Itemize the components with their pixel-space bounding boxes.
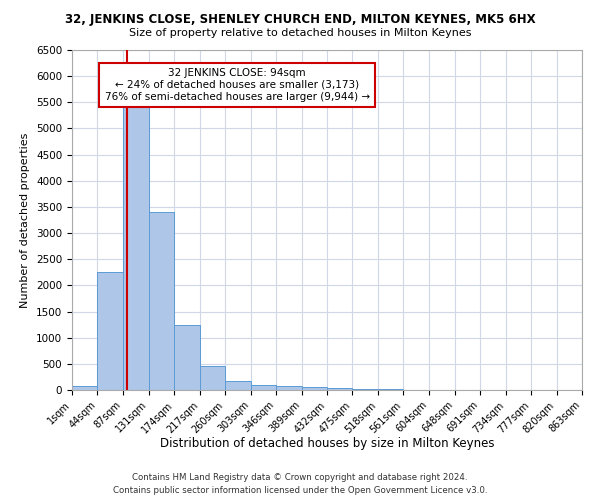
Bar — [175, 324, 200, 390]
Y-axis label: Number of detached properties: Number of detached properties — [20, 132, 31, 308]
Text: Distribution of detached houses by size in Milton Keynes: Distribution of detached houses by size … — [160, 438, 494, 450]
Text: Contains public sector information licensed under the Open Government Licence v3: Contains public sector information licen… — [113, 486, 487, 495]
Bar — [200, 366, 225, 390]
Bar — [72, 386, 97, 390]
Bar — [225, 380, 251, 390]
Bar — [352, 389, 378, 390]
Text: Contains HM Land Registry data © Crown copyright and database right 2024.: Contains HM Land Registry data © Crown c… — [132, 472, 468, 482]
Bar — [302, 388, 327, 390]
Bar — [149, 212, 175, 390]
Bar — [276, 386, 302, 390]
Bar — [251, 385, 276, 390]
Bar — [123, 76, 149, 390]
Text: Size of property relative to detached houses in Milton Keynes: Size of property relative to detached ho… — [129, 28, 471, 38]
Text: 32 JENKINS CLOSE: 94sqm
← 24% of detached houses are smaller (3,173)
76% of semi: 32 JENKINS CLOSE: 94sqm ← 24% of detache… — [104, 68, 370, 102]
Bar — [97, 272, 123, 390]
Bar — [327, 388, 352, 390]
Text: 32, JENKINS CLOSE, SHENLEY CHURCH END, MILTON KEYNES, MK5 6HX: 32, JENKINS CLOSE, SHENLEY CHURCH END, M… — [65, 12, 535, 26]
